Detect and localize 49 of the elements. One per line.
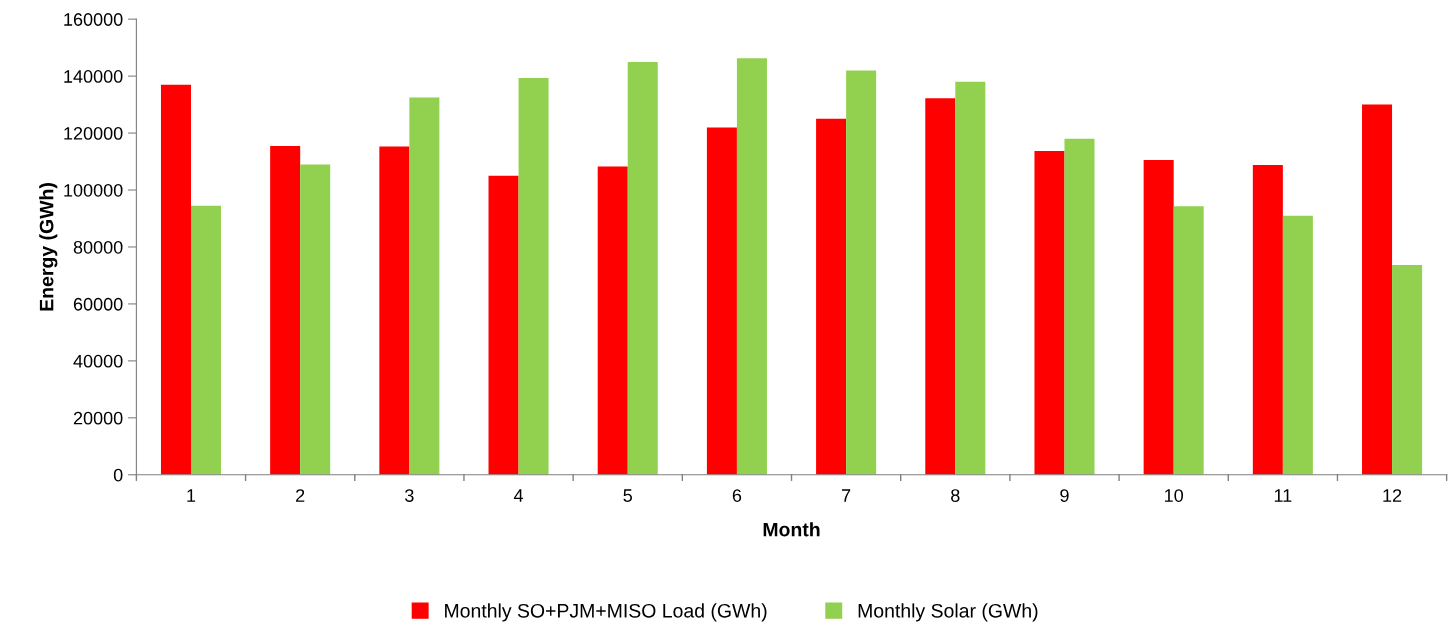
x-tick-label: 2 — [296, 489, 305, 502]
x-tick-label: 11 — [1274, 489, 1292, 502]
bar — [488, 175, 519, 475]
bar — [1362, 104, 1393, 475]
x-tick-label: 12 — [1383, 489, 1402, 502]
x-axis-title: Month — [763, 522, 820, 537]
bar — [1282, 215, 1313, 475]
y-tick-label: 140000 — [64, 70, 123, 83]
bar — [846, 70, 877, 475]
bar — [955, 81, 986, 475]
y-tick-label: 0 — [113, 468, 123, 482]
x-tick-label: 7 — [842, 489, 851, 502]
bar — [1252, 164, 1283, 475]
y-tick-label: 160000 — [64, 13, 123, 26]
bar — [816, 118, 847, 475]
bar — [409, 97, 440, 475]
y-tick-label: 120000 — [64, 127, 123, 140]
bar — [1392, 264, 1423, 475]
x-tick-label: 3 — [405, 489, 414, 502]
bar — [518, 78, 549, 475]
y-tick-label: 40000 — [73, 354, 123, 368]
x-tick-label: 1 — [187, 489, 196, 502]
x-tick-label: 6 — [732, 489, 742, 502]
bar — [925, 98, 956, 475]
y-tick-label: 60000 — [73, 297, 123, 311]
bar — [627, 61, 658, 475]
bar — [379, 146, 410, 475]
y-tick-label: 80000 — [73, 240, 123, 254]
bar — [160, 84, 191, 475]
bar — [736, 58, 767, 475]
bar — [1143, 160, 1174, 475]
bar — [1173, 206, 1204, 475]
legend-label: Monthly Solar (GWh) — [858, 603, 1038, 622]
x-tick-label: 4 — [513, 489, 524, 502]
bar — [190, 205, 222, 475]
x-tick-label: 10 — [1165, 489, 1184, 502]
legend-label: Monthly SO+PJM+MISO Load (GWh) — [445, 603, 767, 622]
x-tick-label: 5 — [623, 489, 632, 502]
bar — [1034, 151, 1065, 475]
bar — [270, 145, 301, 475]
bar — [1064, 138, 1095, 475]
bar — [706, 127, 737, 475]
y-tick-label: 20000 — [73, 411, 123, 425]
x-tick-label: 9 — [1060, 489, 1069, 502]
bar — [300, 164, 331, 475]
bar — [597, 166, 628, 475]
x-tick-label: 8 — [951, 489, 960, 502]
y-axis-title: Energy (GWh) — [39, 183, 58, 311]
y-tick-label: 100000 — [64, 183, 123, 197]
